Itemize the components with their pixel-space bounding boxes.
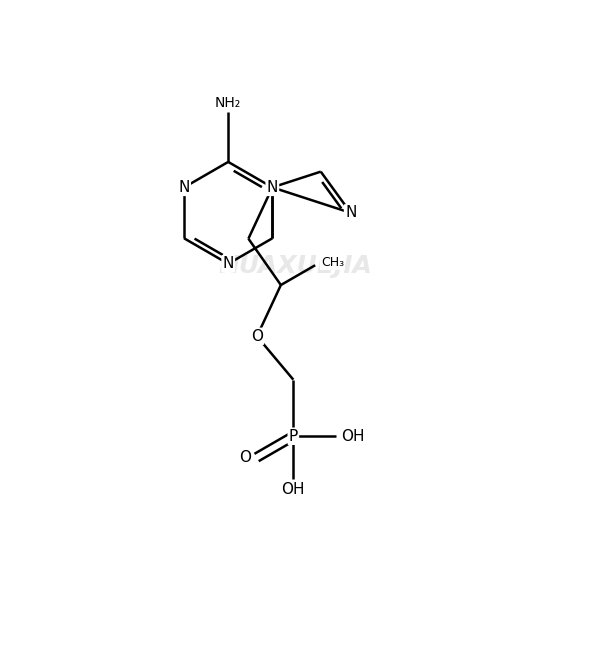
Text: N: N — [345, 205, 356, 221]
Text: HUAXUEJIA: HUAXUEJIA — [218, 254, 372, 278]
Text: N: N — [178, 180, 190, 195]
Text: OH: OH — [341, 429, 365, 444]
Text: CH₃: CH₃ — [321, 256, 344, 269]
Text: NH₂: NH₂ — [215, 95, 241, 110]
Text: O: O — [239, 450, 251, 465]
Text: OH: OH — [281, 482, 305, 497]
Text: P: P — [289, 429, 298, 444]
Text: O: O — [251, 329, 263, 344]
Text: N: N — [267, 180, 278, 195]
Text: N: N — [223, 256, 234, 272]
